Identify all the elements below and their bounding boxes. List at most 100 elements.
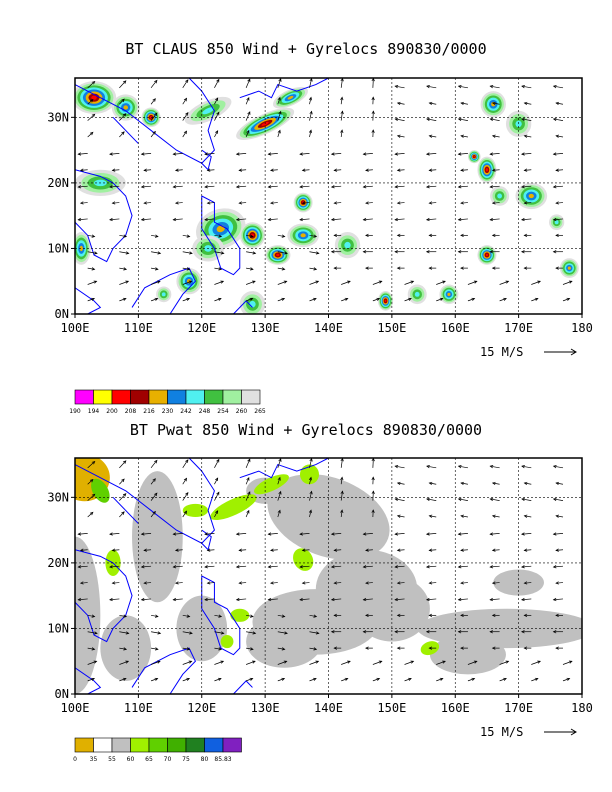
cloud-top-contour: [202, 107, 214, 115]
wind-vector-head: [396, 548, 401, 552]
wind-vector-head: [457, 117, 462, 121]
wind-vector: [141, 565, 152, 568]
wind-vector-head: [154, 112, 158, 117]
wind-vector-head: [426, 117, 430, 121]
wind-vector-head: [428, 481, 433, 486]
wind-vector-head: [215, 130, 219, 134]
wind-vector: [562, 280, 573, 285]
wind-vector: [524, 482, 532, 485]
wind-vector-head: [489, 185, 494, 189]
wind-vector-head: [172, 152, 177, 156]
wind-vector-head: [428, 613, 433, 617]
wind-vector: [331, 533, 342, 535]
wind-vector: [182, 631, 193, 634]
wind-vector-head: [154, 492, 158, 497]
colorbar-label: 208: [125, 408, 137, 415]
coastline: [112, 116, 139, 144]
wind-vector: [395, 598, 405, 601]
wind-vector: [207, 202, 215, 204]
wind-vector-head: [111, 581, 116, 585]
wind-vector-head: [183, 510, 187, 515]
wind-vector: [246, 251, 256, 254]
wind-vector-head: [552, 597, 557, 602]
wind-vector: [150, 112, 158, 121]
wind-vector-head: [143, 168, 148, 172]
wind-vector: [214, 647, 222, 650]
wind-vector-head: [123, 234, 128, 238]
wind-vector-head: [185, 459, 189, 463]
wind-vector-head: [249, 297, 254, 301]
wind-vector-head: [362, 185, 367, 189]
coastline: [131, 267, 197, 314]
wind-vector: [521, 185, 532, 188]
wind-vector: [144, 549, 152, 551]
wind-vector: [268, 598, 278, 601]
x-tick-label: 170E: [504, 701, 533, 715]
wind-vector: [109, 565, 120, 568]
wind-vector-head: [281, 297, 286, 301]
wind-vector-head: [206, 168, 211, 172]
wind-vector: [490, 465, 500, 469]
wind-vector-head: [396, 233, 401, 237]
wind-vector: [270, 169, 278, 171]
cloud-top-contour: [473, 155, 476, 158]
wind-vector-head: [186, 234, 191, 238]
wind-vector: [87, 234, 95, 237]
colorbar-swatch: [74, 737, 94, 753]
wind-vector: [426, 218, 437, 221]
wind-vector-head: [489, 497, 494, 501]
wind-vector: [299, 185, 310, 188]
wind-vector: [214, 267, 222, 270]
wind-vector: [397, 135, 405, 138]
wind-vector: [150, 478, 156, 485]
wind-vector: [460, 169, 468, 171]
wind-vector: [436, 660, 446, 665]
wind-vector-head: [308, 96, 313, 101]
wind-vector: [521, 598, 532, 601]
wind-vector: [467, 678, 475, 682]
wind-vector: [277, 647, 285, 650]
wind-vector-head: [491, 514, 496, 518]
wind-vector-head: [277, 129, 281, 134]
wind-vector: [521, 85, 532, 89]
wind-vector-head: [521, 85, 525, 89]
wind-vector-head: [79, 548, 84, 552]
wind-vector-head: [123, 647, 128, 651]
wind-vector: [109, 153, 120, 155]
wind-vector-head: [425, 217, 430, 222]
wind-vector: [150, 660, 161, 665]
wind-vector: [239, 549, 247, 551]
wind-vector: [302, 549, 310, 551]
wind-vector-head: [523, 134, 528, 138]
wind-vector-head: [552, 152, 557, 156]
wind-vector-head: [552, 185, 557, 189]
wind-vector-head: [460, 548, 464, 552]
wind-vector-head: [365, 266, 369, 270]
wind-vector-head: [315, 280, 320, 284]
wind-vector: [395, 498, 405, 501]
wind-vector-head: [220, 631, 225, 635]
wind-vector-head: [235, 597, 240, 602]
wind-vector-head: [365, 201, 369, 205]
wind-vector: [404, 678, 412, 682]
wind-vector-head: [154, 297, 159, 301]
wind-vector: [397, 582, 405, 584]
wind-vector-head: [394, 152, 399, 156]
wind-vector: [555, 549, 564, 551]
wind-vector-head: [523, 266, 528, 270]
pwat-high-region: [182, 503, 209, 517]
wind-vector-head: [371, 96, 375, 101]
pwat-high-region: [91, 478, 110, 503]
wind-vector: [277, 510, 281, 518]
wind-vector: [490, 565, 500, 568]
wind-vector: [277, 678, 285, 682]
wind-vector: [340, 491, 343, 501]
wind-vector: [119, 678, 127, 682]
wind-vector-head: [140, 532, 145, 536]
wind-vector-head: [111, 201, 116, 205]
wind-vector-head: [460, 646, 464, 650]
colorbar-label: 254: [217, 408, 229, 415]
wind-vector-head: [183, 97, 187, 102]
colorbar-label: 65: [145, 756, 153, 763]
wind-vector: [277, 298, 285, 302]
